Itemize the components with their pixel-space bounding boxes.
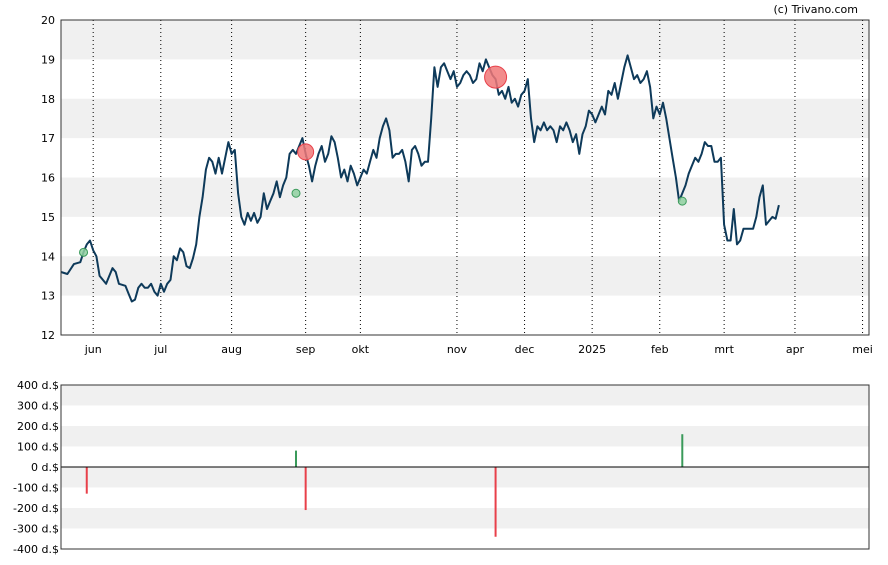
grid-band <box>61 20 869 60</box>
x-tick-label: okt <box>352 343 370 356</box>
x-tick-label: mrt <box>714 343 734 356</box>
y-tick-label: -200 d.$ <box>13 502 59 515</box>
y-tick-label: -300 d.$ <box>13 523 59 536</box>
y-tick-label: 12 <box>41 329 55 342</box>
grid-band <box>61 467 869 488</box>
sell-marker <box>484 65 508 89</box>
volume-panel: 400 d.$ 300 d.$ 200 d.$ 100 d.$ 0 d.$ -100 d.… <box>13 379 870 556</box>
x-tick-label: aug <box>221 343 242 356</box>
y-tick-label: -400 d.$ <box>13 543 59 556</box>
grid-band <box>61 177 869 217</box>
x-tick-label: jun <box>84 343 102 356</box>
price-panel: 12 13 14 15 16 17 18 19 20 jun jul aug sep okt nov dec… <box>41 14 873 356</box>
y-tick-label: 15 <box>41 211 55 224</box>
buy-marker <box>79 247 89 257</box>
y-tick-label: 200 d.$ <box>17 420 59 433</box>
y-tick-label: 19 <box>41 53 55 66</box>
grid-band <box>61 385 869 406</box>
copyright-label: (c) Trivano.com <box>773 3 858 16</box>
price-panel-frame <box>60 19 870 336</box>
grid-band <box>61 98 869 139</box>
y-tick-label: 300 d.$ <box>17 400 59 413</box>
volume-panel-frame <box>60 384 870 550</box>
x-tick-label: dec <box>515 343 535 356</box>
buy-marker <box>677 196 687 206</box>
y-tick-label: 400 d.$ <box>17 379 59 392</box>
x-tick-label: 2025 <box>578 343 606 356</box>
grid-band <box>61 256 869 296</box>
x-tick-label: sep <box>296 343 315 356</box>
price-line <box>60 54 780 303</box>
grid-band <box>61 426 869 447</box>
y-tick-label: 16 <box>41 172 55 185</box>
x-tick-label: nov <box>447 343 468 356</box>
y-tick-label: 13 <box>41 290 55 303</box>
y-tick-label: 20 <box>41 14 55 27</box>
x-tick-label: mei <box>852 343 873 356</box>
buy-marker <box>291 188 301 198</box>
x-tick-label: jul <box>153 343 167 356</box>
y-tick-label: -100 d.$ <box>13 482 59 495</box>
y-tick-label: 17 <box>41 132 55 145</box>
sell-marker <box>297 143 315 161</box>
x-tick-label: feb <box>651 343 669 356</box>
y-tick-label: 18 <box>41 93 55 106</box>
x-tick-label: apr <box>786 343 805 356</box>
y-tick-label: 14 <box>41 250 55 263</box>
grid-band <box>61 508 869 529</box>
y-tick-label: 100 d.$ <box>17 441 59 454</box>
y-tick-label: 0 d.$ <box>31 461 59 474</box>
